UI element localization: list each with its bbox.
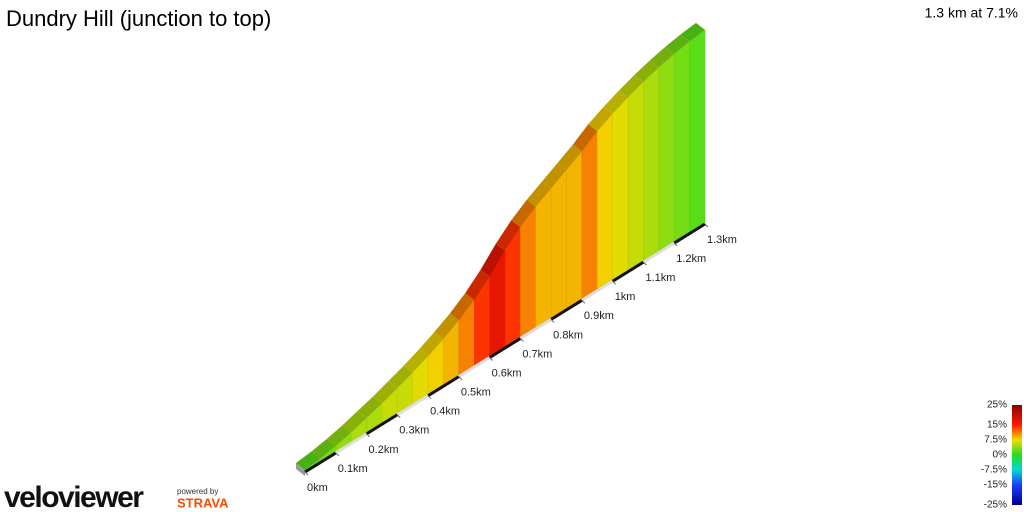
slope-top: [403, 349, 429, 373]
slope-face: [627, 81, 644, 271]
x-tick: [427, 395, 432, 400]
slope-top: [311, 438, 336, 459]
x-tick-label: 0.2km: [369, 444, 399, 456]
strava-logo[interactable]: STRAVA: [177, 495, 229, 510]
slope-top: [496, 220, 521, 251]
slope-face: [550, 169, 567, 318]
axis-segment: [304, 451, 337, 474]
slope-top: [449, 293, 475, 321]
x-tick: [335, 452, 340, 457]
x-tick-label: 0.9km: [584, 310, 614, 322]
axis-segment: [642, 241, 676, 264]
legend-label: 7.5%: [984, 435, 1007, 446]
x-tick-label: 1.3km: [707, 234, 737, 246]
axis-segment: [334, 432, 368, 455]
slope-top: [372, 381, 398, 404]
slope-top: [649, 46, 675, 68]
x-tick: [612, 280, 617, 285]
axis-segment: [427, 375, 460, 397]
legend-label: -7.5%: [981, 465, 1007, 476]
plot: 0km0.1km0.2km0.3km0.4km0.5km0.6km0.7km0.…: [296, 22, 737, 494]
x-tick-label: 0.5km: [461, 387, 491, 399]
slope-top: [480, 243, 505, 277]
slope-top: [619, 74, 644, 98]
legend-label: 0%: [993, 450, 1008, 461]
slope-top: [326, 425, 352, 446]
x-tick-label: 0.6km: [492, 367, 522, 379]
slope-top: [603, 90, 629, 114]
slope-face: [581, 130, 598, 299]
slope-face: [535, 187, 552, 328]
x-tick: [673, 242, 678, 247]
slope-face: [520, 206, 537, 337]
slope-top: [557, 144, 582, 170]
axis-segment: [365, 413, 399, 436]
slope-top: [465, 269, 490, 301]
legend-label: 15%: [987, 420, 1007, 431]
slope-top: [588, 106, 613, 132]
powered-by: powered by: [177, 487, 218, 496]
slope-face: [689, 29, 706, 232]
brand-logo[interactable]: veloviewer: [4, 481, 146, 512]
slope-top: [419, 331, 444, 357]
chart-title: Dundry Hill (junction to top): [6, 6, 271, 31]
slope-top: [572, 124, 598, 152]
x-tick: [704, 223, 709, 228]
x-tick-label: 0.7km: [522, 348, 552, 360]
axis-segment: [519, 318, 552, 340]
slope-face: [597, 113, 613, 290]
x-tick-label: 0.4km: [430, 406, 460, 418]
axis-segment: [458, 356, 491, 378]
slope-top: [342, 411, 367, 433]
axis-segment: [581, 279, 614, 302]
x-tick: [458, 376, 463, 380]
x-tick: [581, 299, 586, 304]
axis-segment: [396, 394, 429, 417]
slope-top: [634, 60, 659, 82]
axis-segment: [673, 222, 706, 245]
x-tick-label: 1km: [615, 291, 636, 303]
x-tick-label: 1.1km: [645, 272, 675, 284]
color-legend: [1012, 405, 1022, 505]
axis-segment: [488, 337, 522, 359]
x-tick: [396, 414, 401, 419]
x-tick: [520, 338, 524, 342]
slope-face: [658, 53, 675, 252]
legend-label: -15%: [984, 480, 1007, 491]
slope-face: [673, 40, 690, 242]
slope-face: [566, 150, 583, 309]
axis-segment: [611, 260, 645, 283]
slope-top: [357, 396, 382, 419]
x-tick-label: 0km: [307, 482, 328, 494]
x-tick-label: 1.2km: [676, 253, 706, 265]
x-tick-label: 0.3km: [399, 425, 429, 437]
legend-label: 25%: [987, 400, 1007, 411]
x-tick: [643, 261, 647, 266]
axis-segment: [550, 299, 583, 321]
slope-top: [680, 22, 705, 42]
x-tick-label: 0.1km: [338, 463, 368, 475]
x-tick-label: 0.8km: [553, 329, 583, 341]
x-tick: [304, 471, 309, 476]
base-block: [296, 463, 305, 476]
slope-top: [388, 365, 413, 389]
x-tick: [489, 357, 493, 361]
legend-label: -25%: [984, 500, 1007, 511]
slope-top: [511, 199, 536, 228]
slope-top: [296, 451, 321, 470]
x-tick: [550, 319, 555, 323]
slope-top: [526, 181, 552, 207]
slope-top: [665, 34, 690, 54]
slope-top: [434, 313, 459, 339]
x-tick: [366, 433, 370, 438]
slope-face: [643, 66, 660, 261]
summary: 1.3 km at 7.1%: [925, 5, 1018, 21]
slope-face: [612, 96, 629, 280]
slope-top: [542, 162, 567, 189]
